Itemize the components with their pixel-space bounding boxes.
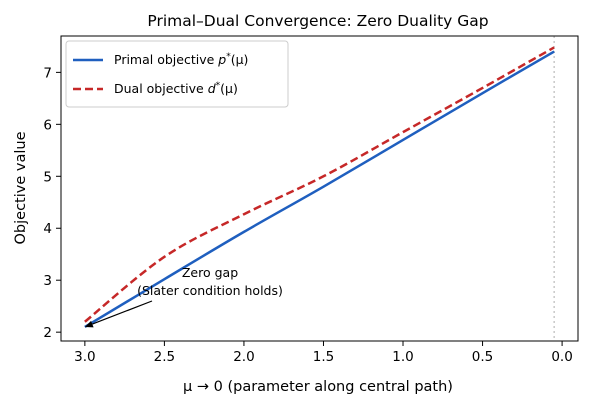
x-axis-label: μ → 0 (parameter along central path) bbox=[183, 379, 453, 395]
plot-frame bbox=[60, 35, 579, 342]
legend-label-primal: Primal objective p*(μ) bbox=[114, 52, 248, 67]
annotation: Zero gap (Slater condition holds) bbox=[84, 265, 283, 328]
annotation-line2: (Slater condition holds) bbox=[137, 283, 283, 298]
series-line-dual bbox=[84, 46, 555, 323]
x-tick-label: 2.0 bbox=[233, 349, 254, 365]
plot-area bbox=[84, 36, 555, 341]
y-tick-label: 7 bbox=[43, 65, 52, 81]
y-axis-label: Objective value bbox=[13, 131, 29, 244]
chart-title: Primal–Dual Convergence: Zero Duality Ga… bbox=[147, 12, 488, 30]
x-tick-label: 2.5 bbox=[154, 349, 175, 365]
y-tick-label: 4 bbox=[43, 221, 52, 237]
x-tick-label: 0.5 bbox=[472, 349, 493, 365]
x-tick-label: 3.0 bbox=[74, 349, 95, 365]
annotation-line1: Zero gap bbox=[182, 265, 238, 280]
annotation-arrowhead bbox=[84, 320, 94, 328]
y-tick-label: 5 bbox=[43, 169, 52, 185]
y-axis-ticks: 2 3 4 5 6 7 bbox=[43, 65, 61, 341]
x-axis-ticks: 3.0 2.5 2.0 1.5 1.0 0.5 0.0 bbox=[74, 341, 573, 365]
legend-box bbox=[65, 40, 289, 108]
legend-label-dual: Dual objective d*(μ) bbox=[114, 81, 238, 96]
x-tick-label: 1.5 bbox=[313, 349, 334, 365]
legend: Primal objective p*(μ) Dual objective d*… bbox=[65, 40, 289, 108]
y-tick-label: 3 bbox=[43, 273, 52, 289]
series-line-primal bbox=[84, 50, 555, 329]
y-tick-label: 2 bbox=[43, 325, 52, 341]
x-tick-label: 1.0 bbox=[392, 349, 413, 365]
annotation-arrow bbox=[92, 300, 153, 325]
x-tick-label: 0.0 bbox=[551, 349, 572, 365]
y-tick-label: 6 bbox=[43, 117, 52, 133]
